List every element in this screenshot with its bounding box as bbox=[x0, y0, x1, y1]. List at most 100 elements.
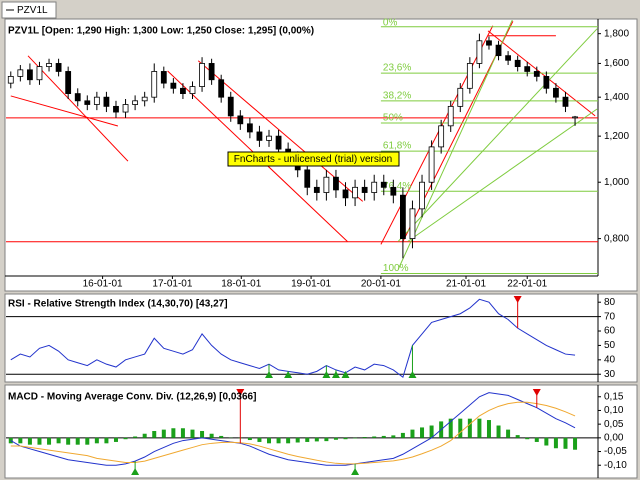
histogram-bar bbox=[267, 437, 272, 444]
candle-body bbox=[151, 71, 158, 98]
candle-body bbox=[7, 75, 14, 84]
candle-body bbox=[390, 186, 397, 196]
plot-layer: 0,800 1,000 1,200 1,400 1,600 1,800 16-01-01 17… bbox=[6, 18, 629, 475]
histogram-bar bbox=[152, 430, 157, 438]
histogram-bar bbox=[420, 427, 425, 438]
fib-label: 100% bbox=[383, 263, 409, 274]
candle-body bbox=[438, 125, 445, 148]
candle-body bbox=[180, 87, 186, 94]
histogram-bar bbox=[200, 430, 205, 438]
tab-label[interactable]: PZV1L bbox=[17, 5, 48, 16]
y-tick-label: 50 bbox=[604, 340, 616, 351]
x-tick-label: 20-01-01 bbox=[361, 279, 401, 290]
histogram-bar bbox=[525, 437, 530, 440]
histogram-bar bbox=[429, 425, 434, 438]
y-tick-label: 0,15 bbox=[604, 391, 624, 402]
candle-body bbox=[466, 63, 473, 89]
histogram-bar bbox=[56, 437, 61, 444]
histogram-bar bbox=[333, 437, 338, 440]
candle-body bbox=[103, 96, 110, 107]
candle-body bbox=[93, 96, 100, 105]
histogram-bar bbox=[142, 433, 147, 438]
y-tick-label: 0,800 bbox=[604, 233, 629, 244]
y-tick-label: 60 bbox=[604, 326, 616, 337]
histogram-bar bbox=[534, 437, 539, 442]
candle-body bbox=[371, 181, 378, 193]
histogram-bar bbox=[123, 437, 128, 440]
histogram-bar bbox=[314, 437, 319, 442]
buy-arrow bbox=[131, 468, 140, 475]
histogram-bar bbox=[47, 437, 52, 445]
y-tick-label: -0,05 bbox=[604, 446, 627, 457]
candle-body bbox=[208, 63, 215, 81]
candle-body bbox=[227, 96, 234, 117]
histogram-bar bbox=[372, 436, 377, 438]
histogram-bar bbox=[553, 437, 558, 449]
candle-body bbox=[246, 123, 253, 133]
y-tick-label: 80 bbox=[604, 297, 616, 308]
tab[interactable] bbox=[1, 1, 57, 19]
histogram-bar bbox=[400, 432, 405, 438]
candle-body bbox=[46, 63, 52, 68]
fib-label: 23,6% bbox=[383, 63, 411, 74]
histogram-bar bbox=[448, 418, 453, 438]
candle-body bbox=[553, 87, 559, 98]
histogram-bar bbox=[467, 418, 472, 438]
candle-body bbox=[361, 186, 368, 193]
candle-body bbox=[304, 169, 311, 188]
candle-body bbox=[55, 63, 62, 72]
y-tick-label: 1,800 bbox=[604, 28, 629, 39]
candle-body bbox=[199, 63, 205, 87]
histogram-bar bbox=[544, 437, 549, 446]
candle-body bbox=[514, 59, 521, 68]
histogram-bar bbox=[381, 435, 386, 438]
y-tick-label: 1,200 bbox=[604, 131, 629, 142]
histogram-bar bbox=[104, 437, 109, 444]
histogram-bar bbox=[37, 437, 42, 445]
price-title: PZV1L [Open: 1,290 High: 1,300 Low: 1,25… bbox=[8, 26, 314, 37]
histogram-bar bbox=[219, 435, 224, 438]
candle-body bbox=[380, 181, 387, 188]
histogram-bar bbox=[66, 437, 71, 445]
candle-body bbox=[84, 100, 91, 105]
candle-body bbox=[428, 146, 435, 183]
y-tick-label: 1,000 bbox=[604, 177, 629, 188]
candle-body bbox=[65, 71, 72, 94]
fib-label: 50% bbox=[383, 113, 403, 124]
candle-body bbox=[476, 40, 483, 64]
candle-body bbox=[342, 189, 349, 199]
candle-body bbox=[333, 176, 339, 191]
candle-body bbox=[141, 96, 148, 102]
buy-arrow bbox=[265, 371, 274, 378]
histogram-bar bbox=[27, 437, 32, 445]
candle-body bbox=[122, 104, 129, 113]
y-tick-label: 30 bbox=[604, 369, 616, 380]
candle-body bbox=[352, 186, 358, 199]
x-tick-label: 17-01-01 bbox=[152, 279, 192, 290]
y-tick-label: 0,05 bbox=[604, 419, 624, 430]
macd-line bbox=[10, 392, 576, 466]
histogram-bar bbox=[362, 437, 367, 438]
trend-line bbox=[380, 25, 494, 245]
macd-line bbox=[10, 401, 576, 465]
histogram-bar bbox=[18, 437, 23, 444]
candle-body bbox=[237, 115, 244, 125]
histogram-bar bbox=[75, 437, 80, 445]
candle-body bbox=[313, 186, 320, 193]
candle-body bbox=[17, 69, 24, 77]
candle-body bbox=[447, 105, 454, 127]
candle-body bbox=[170, 82, 177, 89]
candle-body bbox=[74, 93, 81, 102]
rsi-line bbox=[10, 298, 576, 378]
histogram-bar bbox=[190, 429, 195, 438]
watermark: FnCharts - unlicensed (trial) version bbox=[234, 154, 392, 165]
candle-body bbox=[486, 40, 492, 46]
histogram-bar bbox=[94, 437, 99, 444]
buy-arrow bbox=[284, 371, 293, 378]
candle-body bbox=[275, 135, 282, 150]
candle-body bbox=[524, 66, 531, 72]
candle-body bbox=[27, 69, 33, 81]
candle-body bbox=[113, 105, 119, 113]
candle-body bbox=[399, 194, 406, 240]
